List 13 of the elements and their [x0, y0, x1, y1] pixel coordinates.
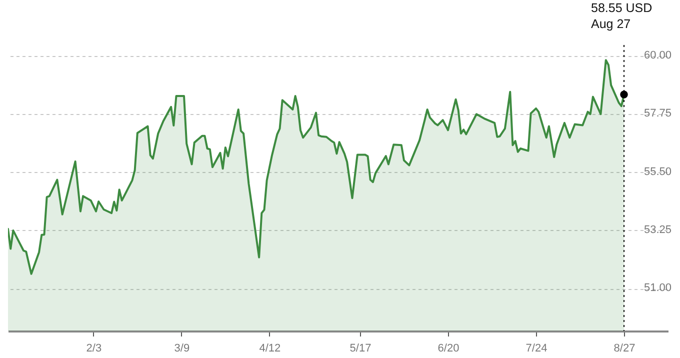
x-tick-label: 7/24 — [526, 342, 548, 354]
x-tick-label: 8/27 — [614, 342, 636, 354]
y-tick-label: 60.00 — [644, 50, 672, 62]
x-tick-label: 6/20 — [438, 342, 460, 354]
y-tick-label: 51.00 — [644, 282, 672, 294]
x-tick-label: 2/3 — [86, 342, 102, 354]
y-tick-label: 53.25 — [644, 224, 672, 236]
y-tick-label: 55.50 — [644, 166, 672, 178]
x-tick-label: 4/12 — [259, 342, 281, 354]
x-tick-label: 3/9 — [174, 342, 190, 354]
x-tick-label: 5/17 — [350, 342, 372, 354]
text: 58.55 USD Aug 27 — [591, 1, 652, 31]
y-tick-label: 57.75 — [644, 108, 672, 120]
